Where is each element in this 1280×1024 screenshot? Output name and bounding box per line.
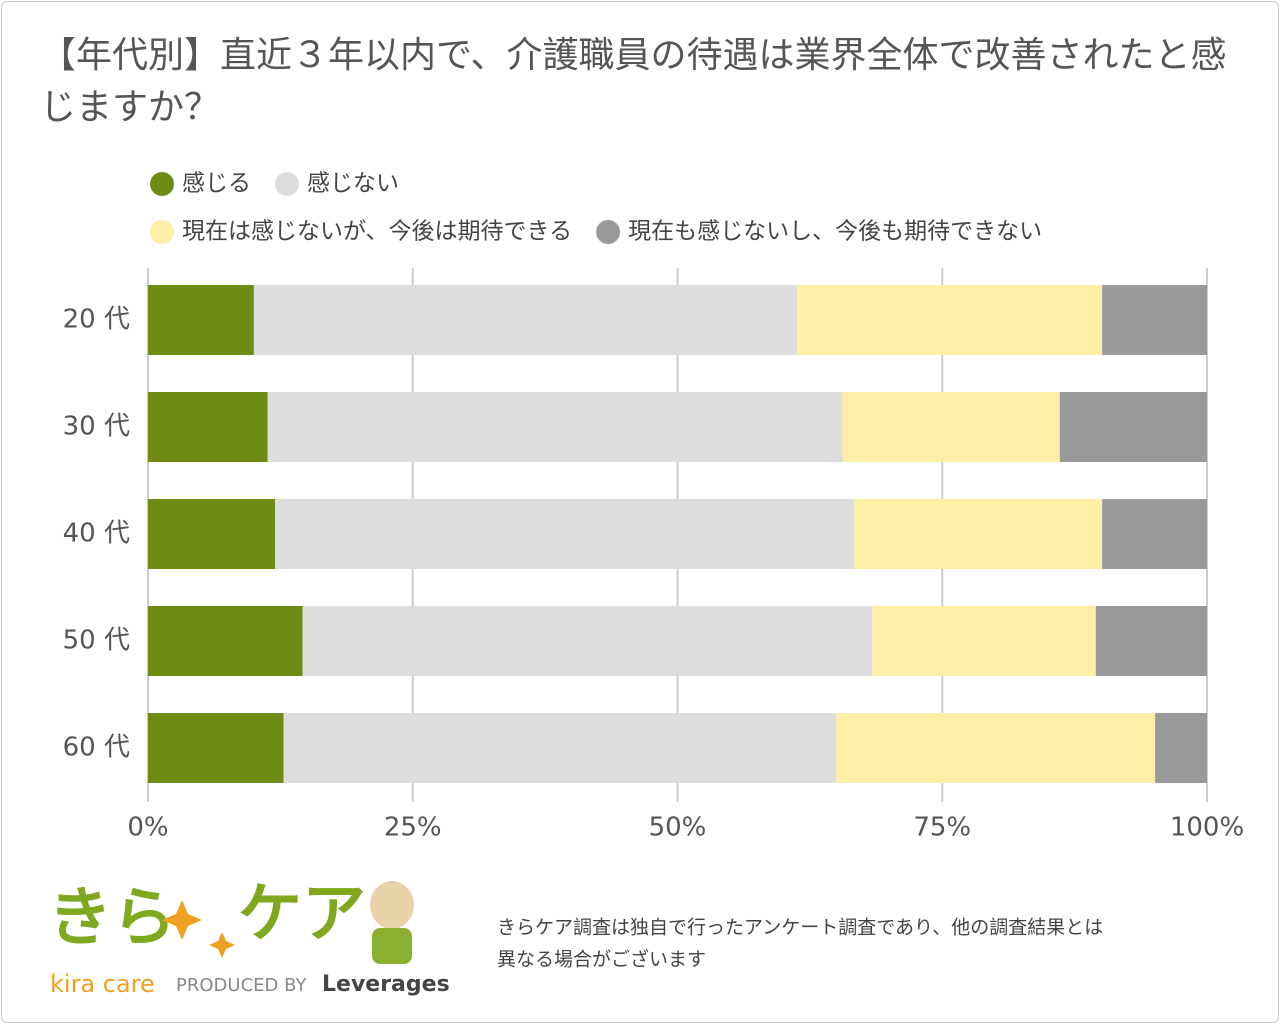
legend-marker (150, 172, 174, 196)
bar-segment (148, 285, 254, 355)
bar-segment (1095, 606, 1207, 676)
y-tick-label: 20 代 (63, 305, 130, 335)
note: きらケア調査は独自で行ったアンケート調査であり、他の調査結果とは (497, 917, 1103, 939)
x-tick-label: 50% (649, 813, 707, 843)
legend-marker (275, 172, 299, 196)
bar-segment (148, 499, 276, 569)
logo-produced: PRODUCED BY (176, 975, 307, 996)
x-tick-label: 75% (913, 813, 971, 843)
x-tick-label: 100% (1170, 813, 1244, 843)
legend-label: 感じない (307, 171, 399, 197)
bar-segment (842, 392, 1060, 462)
legend-marker (596, 220, 621, 244)
bar-segment (1155, 713, 1207, 783)
y-tick-label: 40 代 (63, 519, 130, 549)
bar-segment (1102, 285, 1207, 355)
bar-segment (275, 499, 855, 569)
bar-segment (148, 713, 284, 783)
legend-marker (150, 220, 174, 244)
bar-segment (797, 285, 1103, 355)
chart-title: 【年代別】直近３年以内で、介護職員の待遇は業界全体で改善されたと感じますか？ (40, 35, 1227, 128)
bar-segment (854, 499, 1103, 569)
legend-label: 現在も感じないし、今後も期待できない (628, 219, 1042, 245)
legend-label: 現在は感じないが、今後は期待できる (182, 219, 572, 245)
bar-segment (872, 606, 1096, 676)
logo-star (162, 900, 202, 940)
bar-segment (836, 713, 1156, 783)
bar-segment (283, 713, 837, 783)
mascot (370, 881, 414, 929)
logo: きら ケア kira care PRODUCED BY Leverages (48, 878, 450, 998)
logo-right: ケア (238, 878, 366, 952)
logo-star (209, 932, 235, 958)
bar-segment (1059, 392, 1207, 462)
logo-brand: Leverages (322, 972, 450, 997)
logo-sub: kira care (50, 970, 155, 998)
x-tick-label: 0% (127, 813, 168, 843)
logo-left: きら (48, 882, 176, 956)
y-tick-label: 50 代 (63, 626, 130, 656)
bar-segment (1102, 499, 1207, 569)
y-tick-label: 30 代 (63, 412, 130, 442)
bar-segment (253, 285, 798, 355)
bar-segment (148, 392, 268, 462)
bar-segment (267, 392, 843, 462)
mascot (372, 928, 412, 964)
bar-segment (302, 606, 873, 676)
bar-segment (148, 606, 303, 676)
y-tick-label: 60 代 (63, 733, 130, 763)
x-tick-label: 25% (384, 813, 442, 843)
note: 異なる場合がございます (497, 948, 706, 971)
legend-label: 感じる (182, 171, 251, 197)
